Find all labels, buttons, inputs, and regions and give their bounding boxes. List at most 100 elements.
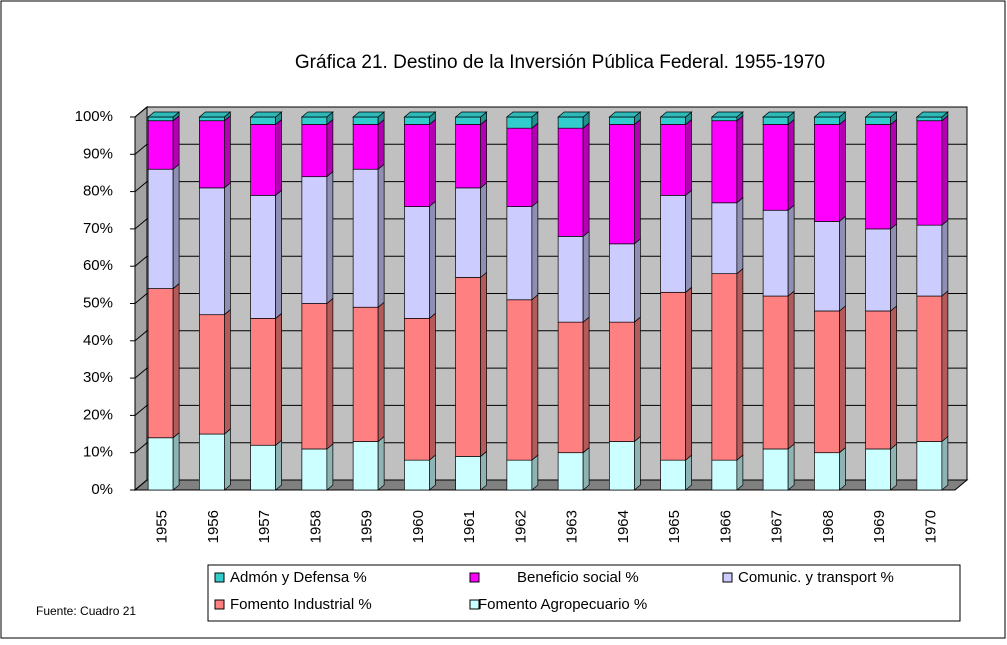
bar-segment-side	[582, 446, 590, 491]
y-tick-label: 100%	[75, 108, 113, 125]
x-tick-label: 1961	[461, 510, 478, 543]
bar-segment-side	[326, 118, 334, 178]
bar-segment	[711, 120, 738, 204]
bar-segment-top	[352, 111, 386, 118]
bar-segment-top	[403, 111, 437, 118]
x-tick-label: 1969	[871, 510, 888, 543]
y-tick-label: 60%	[83, 257, 113, 274]
bar-segment	[147, 116, 174, 122]
bar-segment-top	[249, 111, 283, 118]
bar-segment-top	[454, 111, 488, 118]
bar-segment	[814, 452, 840, 491]
legend-label: Comunic. y transport %	[738, 569, 894, 586]
bar-segment	[455, 277, 481, 457]
grid-line-side	[134, 405, 148, 416]
grid-line-side	[134, 106, 148, 118]
chart-title: Gráfica 21. Destino de la Inversión Públ…	[295, 52, 825, 73]
bar-segment	[762, 448, 789, 491]
bar-segment-side	[275, 312, 282, 446]
bar-segment	[814, 310, 840, 454]
bar-segment-side	[275, 118, 282, 197]
bar-segment-side	[377, 163, 385, 308]
bar-segment	[199, 120, 225, 189]
bar-segment	[301, 176, 328, 304]
bar-segment	[301, 448, 328, 491]
bar-segment	[506, 116, 533, 129]
bar-segment-top	[505, 111, 539, 118]
y-tick-label: 10%	[83, 444, 113, 461]
bar-segment	[404, 124, 430, 207]
legend-swatch	[214, 572, 225, 583]
y-tick-label: 40%	[83, 332, 113, 349]
bar-segment	[660, 459, 686, 491]
bar-segment-side	[377, 118, 385, 170]
bar-segment	[762, 116, 789, 125]
legend-label: Fomento Industrial %	[230, 596, 372, 613]
bar-segment	[916, 441, 943, 491]
bar-segment	[404, 318, 430, 461]
bar-segment-side	[275, 439, 282, 491]
bar-segment-side	[787, 118, 795, 211]
bar-segment-top	[659, 111, 693, 118]
legend-label: Beneficio social %	[517, 569, 639, 586]
legend-label: Fomento Agropecuario %	[478, 596, 647, 613]
bar-segment-side	[224, 428, 231, 491]
bar-segment-side	[172, 114, 180, 170]
bar-segment-side	[839, 215, 846, 312]
bar-segment-side	[582, 316, 590, 454]
bar-segment-side	[377, 301, 385, 443]
x-tick-label: 1968	[820, 510, 837, 543]
bar-segment-side	[480, 450, 487, 491]
bar-segment-side	[634, 316, 641, 443]
bar-segment	[455, 116, 481, 125]
bar-segment-side	[736, 114, 744, 204]
bar-segment-top	[557, 111, 591, 118]
bar-segment-top	[300, 111, 334, 118]
bar-segment-side	[582, 122, 590, 238]
bar-segment-side	[582, 230, 590, 323]
bar-segment	[609, 243, 635, 323]
bar-segment-side	[685, 286, 692, 461]
bar-segment	[404, 206, 430, 319]
x-tick-label: 1963	[564, 510, 581, 543]
bar-segment	[250, 194, 276, 319]
bar-segment	[250, 116, 276, 125]
bar-segment-top	[864, 111, 898, 118]
grid-line-side	[134, 293, 148, 304]
bar-segment-top	[147, 111, 181, 118]
bar-segment-side	[736, 454, 744, 491]
bar-segment-side	[326, 170, 334, 305]
bar-segment-top	[710, 111, 744, 118]
bar-segment-side	[890, 223, 897, 312]
bar-segment-side	[172, 282, 180, 439]
bar-segment-side	[429, 200, 436, 320]
grid-line-side	[134, 218, 148, 230]
bar-segment-side	[890, 118, 897, 230]
bar-segment-side	[736, 197, 744, 275]
legend-swatch	[469, 599, 480, 610]
bar-segment-side	[531, 122, 539, 208]
x-tick-label: 1964	[615, 510, 632, 543]
source-note: Fuente: Cuadro 21	[36, 604, 136, 618]
bar-segment-side	[685, 118, 692, 197]
y-tick-label: 0%	[91, 481, 113, 498]
bar-segment-side	[377, 435, 385, 491]
bar-segment-side	[685, 189, 692, 294]
bar-segment	[557, 236, 584, 323]
x-tick-label: 1960	[410, 510, 427, 543]
bar-segment	[916, 295, 943, 442]
bar-segment-side	[890, 305, 897, 450]
bar-segment	[762, 209, 789, 297]
bar-segment	[352, 441, 379, 491]
x-tick-label: 1958	[307, 510, 324, 543]
bar-segment-side	[685, 454, 692, 491]
bar-segment-side	[890, 443, 897, 491]
x-tick-label: 1956	[205, 510, 222, 543]
bar-segment	[352, 116, 379, 125]
bar-segment-side	[224, 308, 231, 435]
legend-swatch	[214, 599, 225, 610]
bar-segment-top	[915, 111, 949, 118]
bar-segment	[814, 221, 840, 312]
x-tick-label: 1967	[769, 510, 786, 543]
bar-segment-side	[941, 290, 949, 443]
